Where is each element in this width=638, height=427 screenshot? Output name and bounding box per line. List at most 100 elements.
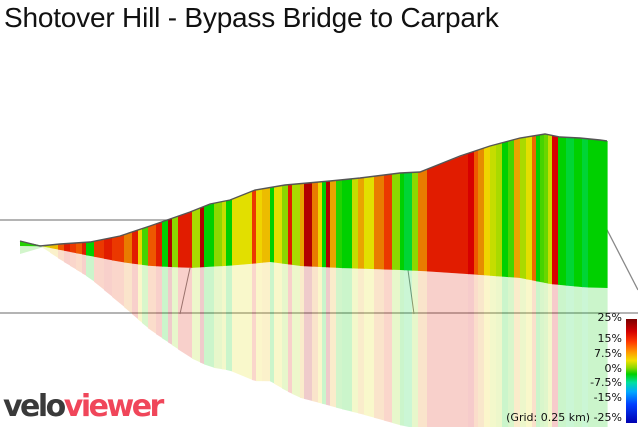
legend-label: 7.5%: [594, 347, 622, 360]
gradient-segment: [142, 226, 149, 266]
reflection-segment: [300, 266, 305, 399]
reflection-segment: [86, 255, 95, 282]
reflection-segment: [124, 262, 133, 315]
gradient-segment: [468, 151, 475, 275]
gradient-segment: [138, 228, 143, 265]
gradient-segment: [232, 191, 253, 266]
gradient-segment: [70, 242, 77, 254]
gradient-segment: [288, 184, 293, 265]
reflection-segment: [204, 266, 215, 368]
reflection-segment: [490, 275, 497, 427]
reflection-segment: [336, 267, 343, 410]
reflection-segment: [536, 281, 541, 427]
legend-label: 15%: [597, 332, 622, 345]
gradient-segment: [558, 136, 567, 286]
gradient-segment: [484, 146, 491, 276]
gradient-segment: [552, 135, 559, 285]
reflection-segment: [132, 263, 139, 320]
reflection-segment: [104, 258, 113, 297]
gradient-segment: [478, 148, 485, 276]
gradient-segment: [112, 234, 125, 263]
legend-label: (Grid: 0.25 km) -25%: [506, 411, 622, 424]
logo-velo: velo: [3, 389, 66, 424]
reflection-segment: [200, 267, 205, 365]
reflection-segment: [226, 265, 233, 372]
gradient-segment: [588, 138, 608, 288]
reflection-segment: [58, 249, 65, 263]
reflection-segment: [474, 274, 479, 427]
gradient-segment: [352, 178, 359, 269]
reflection-segment: [318, 266, 323, 404]
reflection-segment: [50, 248, 59, 259]
gradient-segment: [566, 137, 575, 287]
reflection-segment: [374, 269, 385, 421]
reflection-segment: [292, 264, 301, 398]
gradient-segment: [270, 186, 275, 263]
gradient-segment: [496, 142, 503, 277]
reflection-segment: [288, 264, 293, 394]
gradient-segment: [94, 239, 105, 259]
gradient-segment: [322, 181, 327, 268]
reflection-segment: [520, 278, 527, 427]
reflection-segment: [232, 263, 253, 380]
reflection-segment: [178, 267, 193, 359]
reflection-segment: [508, 277, 515, 427]
gradient-segment: [520, 137, 527, 280]
reflection-segment: [468, 274, 475, 427]
gradient-segment: [262, 187, 271, 263]
gradient-segment: [132, 230, 139, 265]
reflection-segment: [162, 266, 169, 343]
gradient-segment: [582, 138, 589, 288]
reflection-segment: [64, 250, 71, 266]
gradient-segment: [318, 181, 323, 268]
gradient-segment: [252, 189, 257, 264]
gradient-segment: [474, 150, 479, 275]
reflection-segment: [42, 246, 51, 253]
reflection-segment: [418, 270, 428, 427]
reflection-segment: [76, 253, 83, 274]
gradient-segment: [222, 200, 227, 267]
gradient-segment: [168, 218, 173, 268]
reflection-segment: [484, 275, 491, 427]
reflection-segment: [544, 282, 549, 427]
reflection-segment: [478, 274, 485, 427]
reflection-segment: [552, 284, 559, 427]
reflection-segment: [326, 267, 331, 406]
gradient-segment: [274, 185, 283, 264]
gradient-segment: [162, 219, 169, 267]
gradient-segment: [400, 172, 405, 271]
gradient-segment: [64, 243, 71, 252]
reflection-segment: [138, 264, 143, 323]
gradient-segment: [58, 243, 65, 251]
gradient-segment: [532, 135, 537, 282]
reflection-segment: [94, 256, 105, 291]
legend-label: -7.5%: [590, 376, 622, 389]
veloviewer-logo[interactable]: veloviewer: [3, 389, 165, 424]
chart-title: Shotover Hill - Bypass Bridge to Carpark: [4, 2, 499, 33]
gradient-segment: [76, 242, 83, 255]
profile-outline: [19, 133, 608, 247]
reflection-segment: [252, 263, 257, 382]
gradient-stripes: [20, 134, 608, 288]
reflection-segment: [558, 284, 567, 427]
legend-label: 25%: [597, 311, 622, 324]
reflection-segment: [532, 280, 537, 427]
reflection-segment: [312, 266, 319, 403]
logo-viewer: viewer: [63, 389, 165, 424]
reflection-segment: [148, 265, 157, 335]
gradient-segment: [374, 175, 385, 270]
gradient-segment: [124, 232, 133, 264]
reflection-segment: [270, 262, 275, 384]
reflection-segment: [168, 266, 173, 346]
gradient-segment: [326, 181, 331, 268]
gradient-segment: [172, 216, 179, 268]
gradient-segment: [342, 178, 353, 269]
reflection-segment: [358, 268, 365, 415]
reflection-segment: [548, 283, 553, 427]
gradient-color-scale: [626, 319, 637, 423]
gradient-segment: [214, 201, 223, 267]
reflection-segment: [496, 276, 503, 427]
gradient-segment: [508, 139, 515, 278]
gradient-segment: [536, 134, 541, 282]
gradient-segment: [192, 208, 201, 268]
